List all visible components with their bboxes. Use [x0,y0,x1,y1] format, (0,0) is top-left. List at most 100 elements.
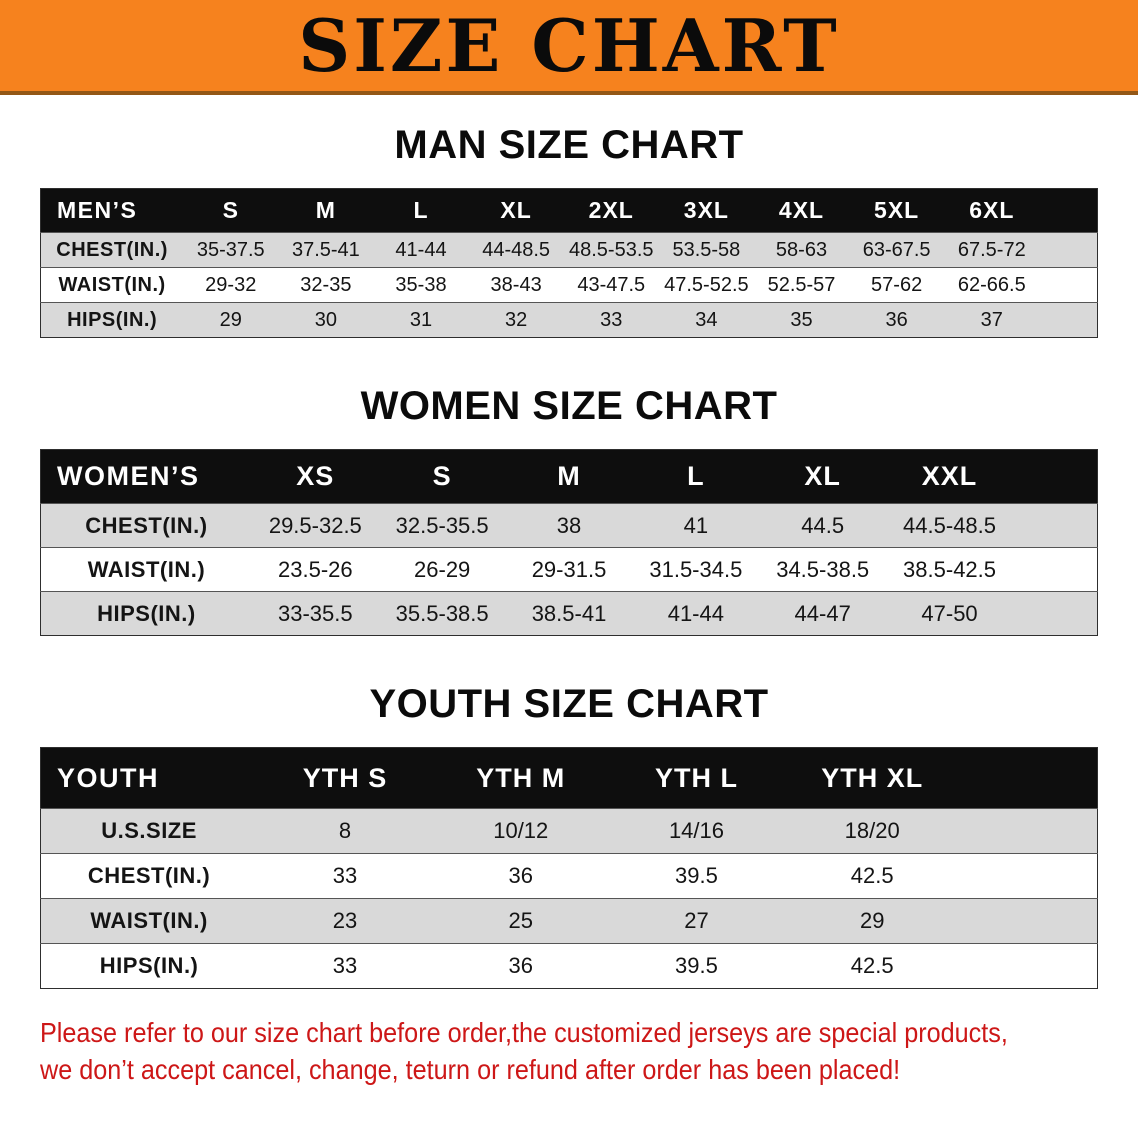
size-value-cell: 33 [332,953,358,978]
women-chart-heading: WOMEN SIZE CHART [360,384,778,428]
size-column-header: 2XL [563,188,659,233]
size-value-cell: 48.5-53.5 [568,238,654,261]
size-value-cell: 36 [885,308,908,331]
size-value-cell: 36 [508,863,533,888]
size-row: WAIST(IN.) 23 25 27 29 [40,898,1098,944]
size-column-header: 3XL [658,188,754,233]
spacer-cell [960,747,1098,809]
spacer-cell [1039,233,1097,268]
size-value-cell: 38 [556,512,582,538]
size-value-cell: 42.5 [850,953,894,978]
size-value-cell: 27 [684,908,709,933]
size-column-header: 5XL [849,188,945,233]
size-value-cell: 32-35 [300,273,352,296]
size-value-cell: 32 [505,308,528,331]
size-value-cell: 8 [338,818,352,843]
row-label: WAIST(IN.) [58,273,166,296]
size-value-cell: 35-38 [395,273,447,296]
spacer-cell [1013,548,1098,592]
youth-size-table: YOUTH YTH S YTH M YTH L YTH XL U.S.SIZE 8 10/12… [40,747,1098,989]
spacer-cell [1039,188,1098,233]
size-value-cell: 62-66.5 [957,273,1026,296]
size-column-header: YTH M [432,747,609,809]
banner-title: SIZE CHART [298,2,840,88]
size-value-cell: 41-44 [667,600,724,626]
row-label: CHEST(IN.) [87,863,211,888]
size-value-cell: 47-50 [921,600,978,626]
footer-note-line1: Please refer to our size chart before or… [40,1017,1008,1048]
row-label: CHEST(IN.) [56,238,168,261]
table-header-row: WOMEN’S XS S M L XL XXL [40,449,1098,504]
footer-note-line2: we don’t accept cancel, change, teturn o… [40,1053,901,1085]
youth-size-section: YOUTH SIZE CHART YOUTH YTH S YTH M YTH L YTH… [0,682,1138,989]
size-column-header: 4XL [753,188,850,233]
spacer-cell [960,944,1097,989]
size-value-cell: 39.5 [675,953,718,978]
size-value-cell: 37 [980,308,1003,331]
spacer-cell [960,809,1097,854]
banner: SIZE CHART [0,0,1138,95]
size-row: CHEST(IN.) 35-37.5 37.5-41 41-44 44-48.5 48.5… [40,232,1098,268]
row-label: HIPS(IN.) [67,308,158,331]
women-size-section: WOMEN SIZE CHART WOMEN’S XS S M L XL XXL CHEST(… [0,384,1138,636]
size-value-cell: 34.5-38.5 [776,556,870,582]
size-value-cell: 31 [409,308,433,331]
size-value-cell: 33 [600,308,623,331]
spacer-cell [960,854,1097,899]
table-corner-label: WOMEN’S [40,449,252,504]
row-label: CHEST(IN.) [85,512,208,538]
row-label: U.S.SIZE [101,818,197,843]
spacer-cell [1012,449,1098,504]
footer-note: Please refer to our size chart before or… [40,1015,1028,1089]
size-value-cell: 63-67.5 [862,238,931,261]
size-column-header: S [378,449,506,504]
size-value-cell: 35-37.5 [196,238,265,261]
women-size-table: WOMEN’S XS S M L XL XXL CHEST(IN.) 29.5-32.5 32.5… [40,449,1098,636]
size-value-cell: 41 [683,512,709,538]
size-column-header: XS [251,449,379,504]
size-column-header: XXL [886,449,1013,504]
size-value-cell: 37.5-41 [291,238,360,261]
size-value-cell: 42.5 [850,863,894,888]
size-column-header: L [373,188,469,233]
row-label: HIPS(IN.) [99,953,199,978]
table-header-row: MEN’S S M L XL 2XL 3XL 4XL 5XL 6XL [40,188,1098,233]
size-value-cell: 18/20 [844,818,900,843]
size-column-header: XL [759,449,887,504]
size-value-cell: 58-63 [775,238,828,261]
size-value-cell: 29.5-32.5 [268,512,362,538]
size-value-cell: 44-47 [794,600,851,626]
size-value-cell: 39.5 [675,863,718,888]
size-value-cell: 23 [332,908,358,933]
spacer-cell [1013,504,1098,548]
size-column-header: XL [468,188,564,233]
table-header-row: YOUTH YTH S YTH M YTH L YTH XL [40,747,1098,809]
size-row: CHEST(IN.) 29.5-32.5 32.5-35.5 38 41 44.5 44.5… [40,503,1098,548]
size-column-header: L [632,449,760,504]
size-row: WAIST(IN.) 29-32 32-35 35-38 38-43 43-47.5 47.… [40,267,1098,303]
table-corner-label: MEN’S [40,188,184,233]
size-column-header: YTH XL [784,747,961,809]
size-value-cell: 36 [508,953,533,978]
size-value-cell: 29-31.5 [531,556,607,582]
size-row: HIPS(IN.) 33-35.5 35.5-38.5 38.5-41 41-44 44-… [40,591,1098,636]
spacer-cell [1039,303,1097,338]
size-value-cell: 67.5-72 [957,238,1026,261]
size-column-header: 6XL [944,188,1040,233]
size-value-cell: 30 [314,308,337,331]
spacer-cell [1039,268,1097,303]
size-value-cell: 29 [859,908,885,933]
size-value-cell: 14/16 [668,818,724,843]
size-value-cell: 57-62 [871,273,923,296]
size-value-cell: 52.5-57 [767,273,836,296]
size-value-cell: 35 [790,308,813,331]
size-row: HIPS(IN.) 29 30 31 32 33 34 35 36 37 [40,302,1098,338]
row-label: HIPS(IN.) [97,600,196,626]
size-value-cell: 32.5-35.5 [395,512,489,538]
size-value-cell: 29 [219,308,242,331]
size-value-cell: 38.5-41 [531,600,607,626]
size-row: WAIST(IN.) 23.5-26 26-29 29-31.5 31.5-34.5 34… [40,547,1098,592]
men-size-section: MAN SIZE CHART MEN’S S M L XL 2XL 3XL 4XL 5XL 6XL… [0,123,1138,338]
size-column-header: M [278,188,374,233]
size-row: HIPS(IN.) 33 36 39.5 42.5 [40,943,1098,989]
